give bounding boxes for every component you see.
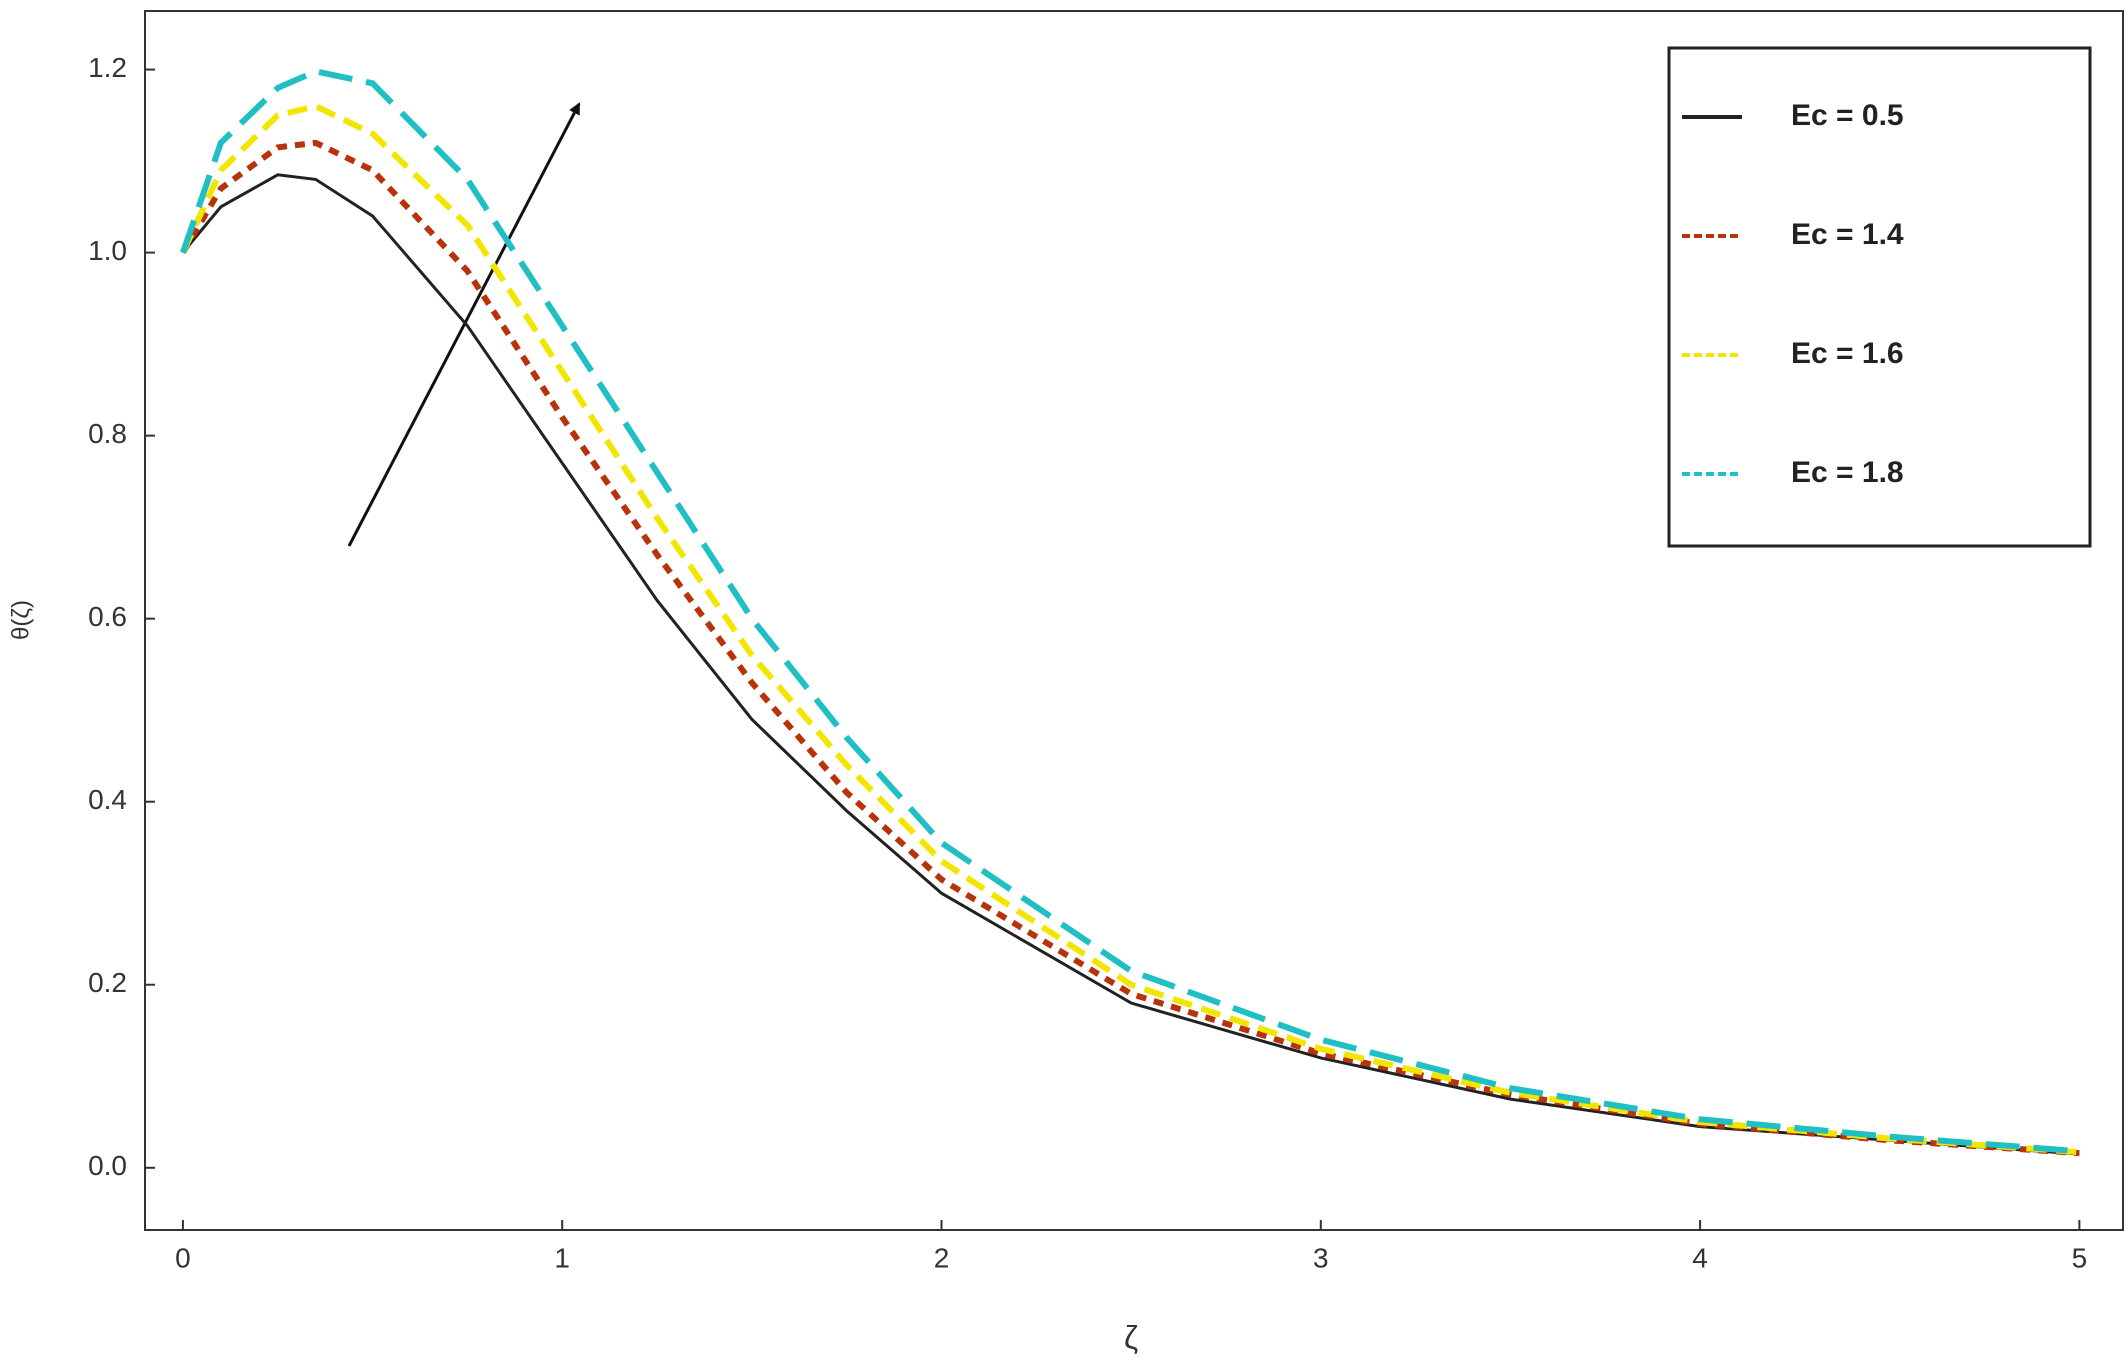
legend-label: Ec = 1.6 (1791, 337, 1904, 370)
legend-label: Ec = 0.5 (1791, 99, 1904, 132)
legend-label: Ec = 1.4 (1791, 218, 1904, 251)
legend-box (1667, 46, 2092, 548)
x-tick-label: 1 (554, 1242, 570, 1273)
series-line (180, 103, 2080, 1156)
y-tick-label: 0.4 (88, 784, 127, 815)
y-tick-label: 0.6 (88, 601, 127, 632)
y-tick-label: 0.0 (88, 1150, 127, 1181)
series-line (180, 68, 2080, 1155)
x-tick-label: 4 (1692, 1242, 1708, 1273)
y-tick-label: 0.2 (88, 967, 127, 998)
legend-label: Ec = 1.8 (1791, 456, 1904, 489)
x-tick-label: 2 (934, 1242, 950, 1273)
y-tick-label: 1.2 (88, 52, 127, 83)
x-tick-label: 3 (1313, 1242, 1329, 1273)
y-axis-label: θ(ζ) (7, 600, 34, 640)
y-tick-label: 1.0 (88, 235, 127, 266)
y-tick-label: 0.8 (88, 418, 127, 449)
x-tick-label: 0 (175, 1242, 191, 1273)
trend-arrow (347, 102, 581, 547)
series-line (181, 173, 2080, 1156)
plot-frame (144, 10, 2124, 1231)
x-tick-label: 5 (2072, 1242, 2088, 1273)
x-axis-label: ζ (1124, 1319, 1138, 1355)
series-line (180, 139, 2080, 1157)
